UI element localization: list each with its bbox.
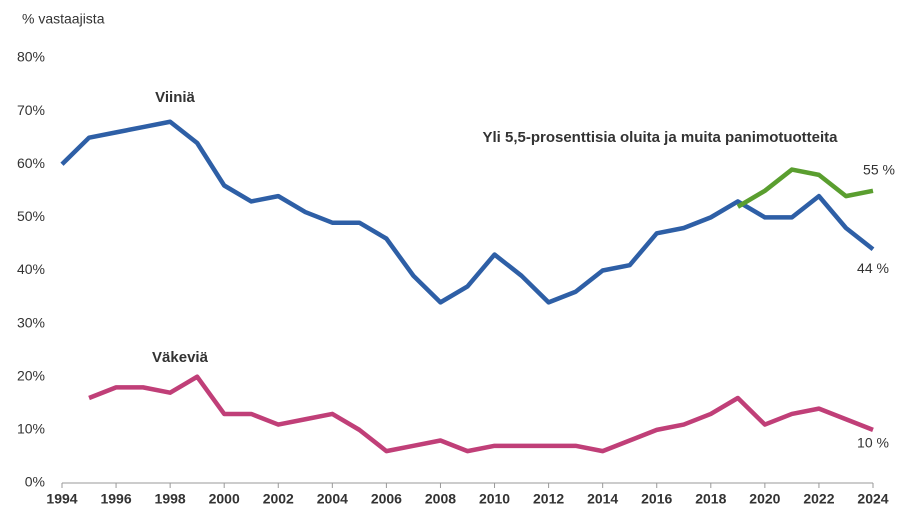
- series-label: Viiniä: [155, 89, 195, 106]
- series-line: [88, 374, 874, 454]
- x-tick-label: 2018: [695, 491, 726, 507]
- x-tick-label: 2002: [263, 491, 294, 507]
- x-tick-label: 2008: [425, 491, 456, 507]
- y-tick-label: 30%: [17, 314, 45, 330]
- y-tick-label: 40%: [17, 261, 45, 277]
- x-tick-label: 2010: [479, 491, 510, 507]
- series-line: [60, 119, 875, 305]
- x-tick-label: 2020: [749, 491, 780, 507]
- series-label: Väkeviä: [152, 349, 209, 366]
- x-tick-label: 2016: [641, 491, 672, 507]
- x-tick-label: 1996: [100, 491, 131, 507]
- x-tick-label: 2004: [317, 491, 348, 507]
- value-label: 44 %: [857, 260, 889, 276]
- x-tick-label: 2022: [803, 491, 834, 507]
- value-label: 10 %: [857, 435, 889, 451]
- x-tick-label: 2014: [587, 491, 618, 507]
- value-label: 55 %: [863, 162, 895, 178]
- y-tick-label: 70%: [17, 102, 45, 118]
- x-tick-label: 2000: [209, 491, 240, 507]
- x-tick-label: 2012: [533, 491, 564, 507]
- x-tick-label: 2024: [857, 491, 888, 507]
- x-tick-label: 2006: [371, 491, 402, 507]
- y-tick-label: 0%: [25, 474, 45, 490]
- x-tick-label: 1998: [155, 491, 186, 507]
- series-label: Yli 5,5-prosenttisia oluita ja muita pan…: [482, 129, 838, 146]
- y-tick-label: 10%: [17, 421, 45, 437]
- series-line: [736, 167, 874, 209]
- x-tick-label: 1994: [46, 491, 77, 507]
- y-tick-label: 20%: [17, 367, 45, 383]
- y-tick-label: 60%: [17, 155, 45, 171]
- y-tick-label: 50%: [17, 208, 45, 224]
- y-axis-label: % vastaajista: [22, 11, 105, 27]
- y-tick-label: 80%: [17, 49, 45, 65]
